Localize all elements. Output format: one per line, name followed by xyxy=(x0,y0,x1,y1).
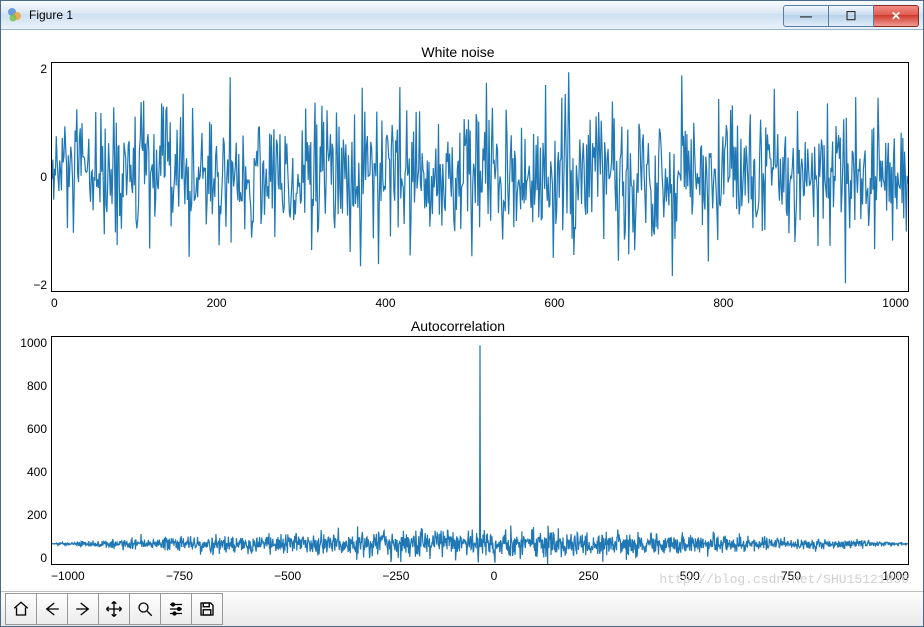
figure-window: Figure 1 — ☐ ✕ White noise 20−2 02004006… xyxy=(0,0,924,627)
noise-plot-area[interactable] xyxy=(51,62,909,292)
matplotlib-toolbar xyxy=(1,591,923,626)
minimize-button[interactable]: — xyxy=(783,5,829,27)
subplot-acorr: Autocorrelation 10008006004002000 −1000−… xyxy=(7,314,909,588)
back-button[interactable] xyxy=(36,593,68,625)
home-icon xyxy=(12,600,30,618)
pan-icon xyxy=(105,600,123,618)
forward-icon xyxy=(74,600,92,618)
zoom-button[interactable] xyxy=(129,593,161,625)
forward-button[interactable] xyxy=(67,593,99,625)
pan-button[interactable] xyxy=(98,593,130,625)
noise-x-axis: 02004006008001000 xyxy=(51,292,909,314)
maximize-button[interactable]: ☐ xyxy=(829,5,874,27)
acorr-x-axis: −1000−750−500−25002505007501000 xyxy=(51,565,909,587)
back-icon xyxy=(43,600,61,618)
window-title: Figure 1 xyxy=(29,8,73,22)
close-button[interactable]: ✕ xyxy=(874,5,919,27)
home-button[interactable] xyxy=(5,593,37,625)
acorr-plot-area[interactable] xyxy=(51,336,909,566)
acorr-title: Autocorrelation xyxy=(411,318,505,334)
app-icon xyxy=(7,7,23,23)
figure-canvas: White noise 20−2 02004006008001000 Autoc… xyxy=(1,30,923,591)
save-button[interactable] xyxy=(191,593,223,625)
acorr-y-axis: 10008006004002000 xyxy=(7,336,51,566)
save-icon xyxy=(198,600,216,618)
titlebar[interactable]: Figure 1 — ☐ ✕ xyxy=(1,1,923,30)
zoom-icon xyxy=(136,600,154,618)
noise-title: White noise xyxy=(421,44,494,60)
subplots-config-button[interactable] xyxy=(160,593,192,625)
noise-y-axis: 20−2 xyxy=(7,62,51,292)
subplot-noise: White noise 20−2 02004006008001000 xyxy=(7,40,909,314)
subplots-config-icon xyxy=(167,600,185,618)
window-controls: — ☐ ✕ xyxy=(783,5,919,25)
